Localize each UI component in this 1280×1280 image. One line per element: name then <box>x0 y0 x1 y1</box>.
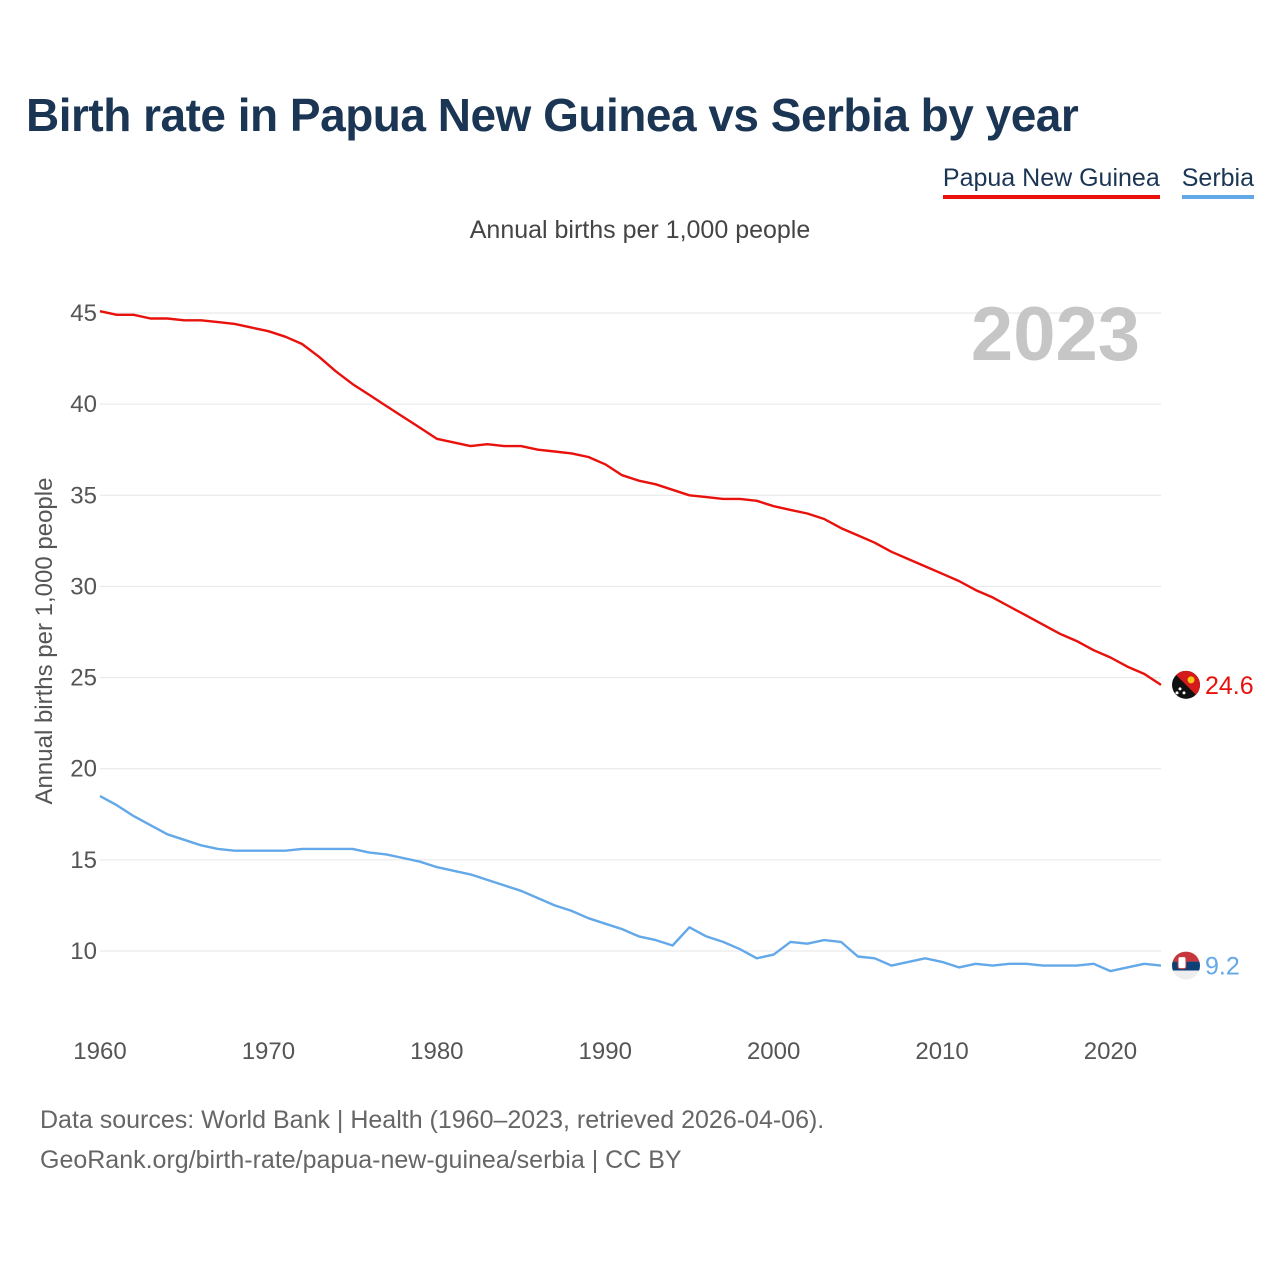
footer-link[interactable]: GeoRank.org/birth-rate/papua-new-guinea/… <box>40 1146 682 1174</box>
x-tick-label: 1990 <box>579 1038 632 1065</box>
legend: Papua New Guinea Serbia <box>942 164 1254 199</box>
end-value-label-serbia: 9.2 <box>1205 953 1240 981</box>
chart-subtitle: Annual births per 1,000 people <box>469 216 811 244</box>
y-axis-label: Annual births per 1,000 people <box>31 478 58 805</box>
footer-sources: Data sources: World Bank | Health (1960–… <box>40 1106 825 1134</box>
series-line-papua-new-guinea[interactable] <box>99 310 1162 686</box>
y-tick-label: 20 <box>70 756 97 783</box>
flag-icon-serbia <box>1172 951 1200 980</box>
legend-item-papua-new-guinea[interactable]: Papua New Guinea <box>942 164 1160 199</box>
x-tick-label: 2010 <box>915 1038 968 1065</box>
y-tick-label: 45 <box>70 300 97 327</box>
y-tick-label: 40 <box>70 391 97 418</box>
y-tick-label: 10 <box>70 938 97 965</box>
series-line-serbia[interactable] <box>99 795 1162 973</box>
flag-icon-papua-new-guinea <box>1172 670 1200 699</box>
year-watermark: 2023 <box>971 292 1140 377</box>
y-tick-label: 30 <box>70 573 97 600</box>
y-tick-label: 35 <box>70 482 97 509</box>
x-tick-label: 2000 <box>747 1038 800 1065</box>
y-tick-label: 15 <box>70 847 97 874</box>
chart-title: Birth rate in Papua New Guinea vs Serbia… <box>26 89 1079 141</box>
y-tick-label: 25 <box>70 665 97 692</box>
legend-item-serbia[interactable]: Serbia <box>1181 164 1254 199</box>
x-tick-label: 1980 <box>410 1038 463 1065</box>
end-value-label-papua-new-guinea: 24.6 <box>1205 672 1254 700</box>
x-tick-label: 1970 <box>242 1038 295 1065</box>
x-tick-label: 2020 <box>1084 1038 1137 1065</box>
x-tick-label: 1960 <box>73 1038 126 1065</box>
